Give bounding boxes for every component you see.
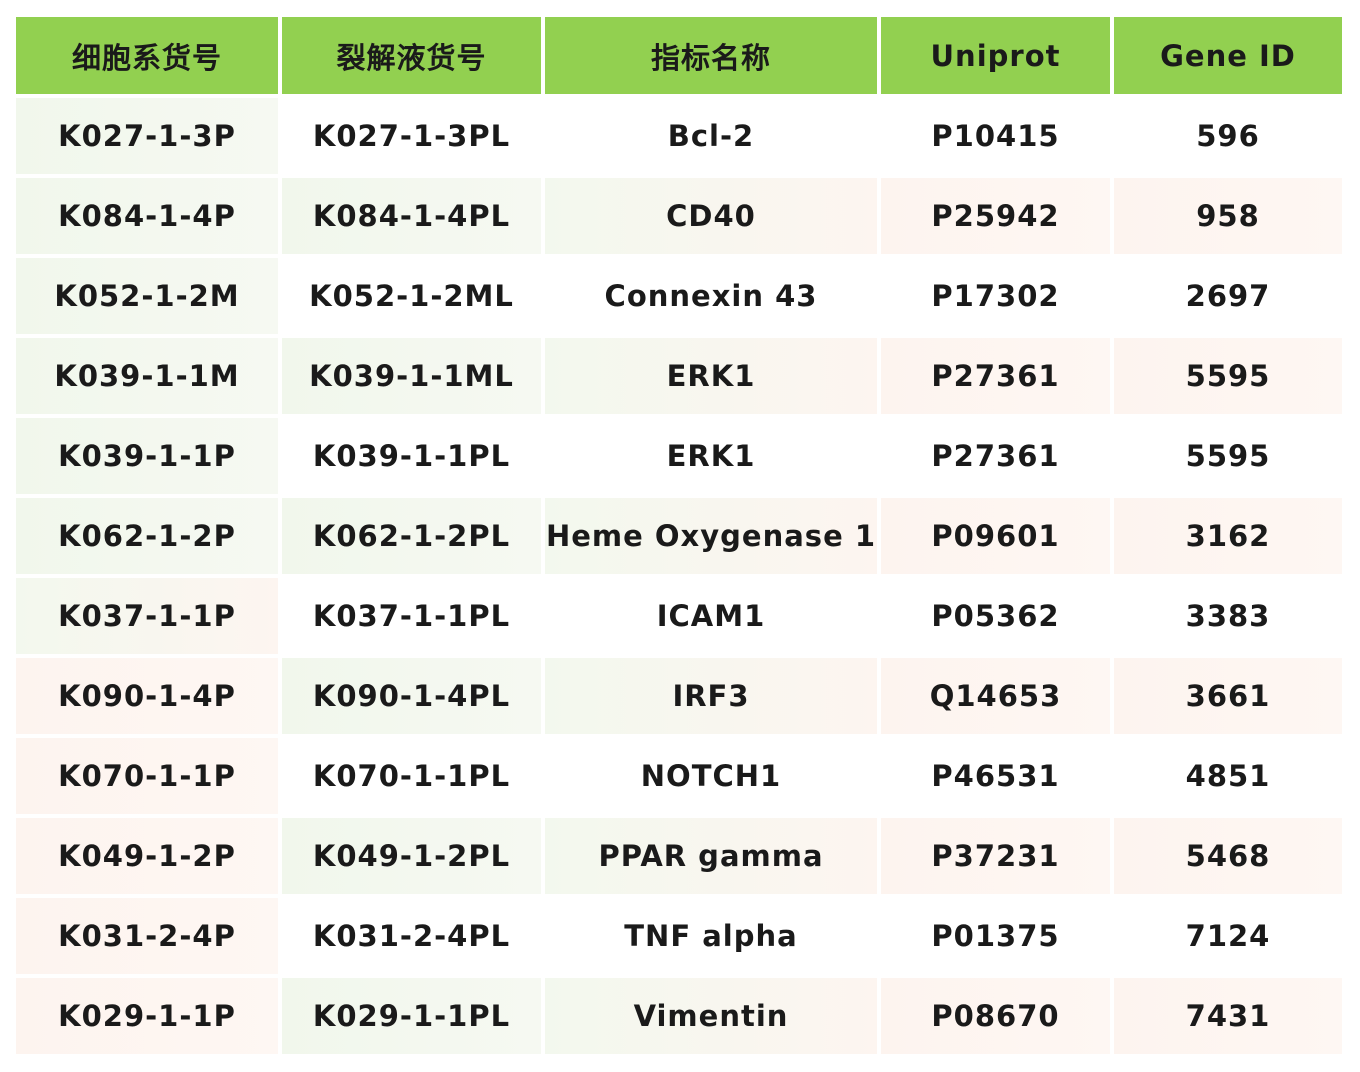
cell-cell-line-id: K084-1-4P xyxy=(16,178,278,254)
cell-uniprot: P25942 xyxy=(881,178,1110,254)
cell-gene-id: 5468 xyxy=(1114,818,1342,894)
cell-gene-id: 5595 xyxy=(1114,418,1342,494)
product-table: 细胞系货号 裂解液货号 指标名称 Uniprot Gene ID K027-1-… xyxy=(16,17,1342,1054)
cell-lysate-id: K052-1-2ML xyxy=(282,258,541,334)
cell-target-name: NOTCH1 xyxy=(545,738,877,814)
cell-target-name: PPAR gamma xyxy=(545,818,877,894)
cell-lysate-id: K027-1-3PL xyxy=(282,98,541,174)
cell-uniprot: P37231 xyxy=(881,818,1110,894)
cell-cell-line-id: K039-1-1M xyxy=(16,338,278,414)
cell-lysate-id: K031-2-4PL xyxy=(282,898,541,974)
cell-cell-line-id: K062-1-2P xyxy=(16,498,278,574)
cell-uniprot: P10415 xyxy=(881,98,1110,174)
header-cell-cell-line-id: 细胞系货号 xyxy=(16,17,278,94)
cell-cell-line-id: K031-2-4P xyxy=(16,898,278,974)
header-cell-target-name: 指标名称 xyxy=(545,17,877,94)
cell-lysate-id: K062-1-2PL xyxy=(282,498,541,574)
cell-gene-id: 596 xyxy=(1114,98,1342,174)
cell-lysate-id: K070-1-1PL xyxy=(282,738,541,814)
cell-uniprot: P27361 xyxy=(881,418,1110,494)
cell-uniprot: P17302 xyxy=(881,258,1110,334)
cell-cell-line-id: K039-1-1P xyxy=(16,418,278,494)
cell-lysate-id: K084-1-4PL xyxy=(282,178,541,254)
cell-cell-line-id: K052-1-2M xyxy=(16,258,278,334)
cell-target-name: Vimentin xyxy=(545,978,877,1054)
cell-target-name: IRF3 xyxy=(545,658,877,734)
cell-gene-id: 7124 xyxy=(1114,898,1342,974)
cell-gene-id: 4851 xyxy=(1114,738,1342,814)
cell-cell-line-id: K029-1-1P xyxy=(16,978,278,1054)
cell-uniprot: Q14653 xyxy=(881,658,1110,734)
cell-gene-id: 7431 xyxy=(1114,978,1342,1054)
cell-cell-line-id: K070-1-1P xyxy=(16,738,278,814)
cell-uniprot: P27361 xyxy=(881,338,1110,414)
cell-target-name: Heme Oxygenase 1 xyxy=(545,498,877,574)
header-cell-lysate-id: 裂解液货号 xyxy=(282,17,541,94)
cell-target-name: ERK1 xyxy=(545,338,877,414)
cell-cell-line-id: K037-1-1P xyxy=(16,578,278,654)
cell-lysate-id: K049-1-2PL xyxy=(282,818,541,894)
cell-uniprot: P05362 xyxy=(881,578,1110,654)
cell-target-name: Bcl-2 xyxy=(545,98,877,174)
cell-uniprot: P08670 xyxy=(881,978,1110,1054)
cell-uniprot: P46531 xyxy=(881,738,1110,814)
cell-target-name: ICAM1 xyxy=(545,578,877,654)
cell-target-name: CD40 xyxy=(545,178,877,254)
cell-uniprot: P01375 xyxy=(881,898,1110,974)
cell-target-name: ERK1 xyxy=(545,418,877,494)
cell-gene-id: 3162 xyxy=(1114,498,1342,574)
header-cell-uniprot: Uniprot xyxy=(881,17,1110,94)
cell-gene-id: 3383 xyxy=(1114,578,1342,654)
cell-cell-line-id: K027-1-3P xyxy=(16,98,278,174)
cell-cell-line-id: K049-1-2P xyxy=(16,818,278,894)
header-cell-gene-id: Gene ID xyxy=(1114,17,1342,94)
cell-gene-id: 958 xyxy=(1114,178,1342,254)
cell-lysate-id: K039-1-1ML xyxy=(282,338,541,414)
cell-gene-id: 2697 xyxy=(1114,258,1342,334)
cell-target-name: Connexin 43 xyxy=(545,258,877,334)
cell-uniprot: P09601 xyxy=(881,498,1110,574)
cell-lysate-id: K037-1-1PL xyxy=(282,578,541,654)
cell-lysate-id: K090-1-4PL xyxy=(282,658,541,734)
cell-gene-id: 5595 xyxy=(1114,338,1342,414)
cell-lysate-id: K029-1-1PL xyxy=(282,978,541,1054)
cell-lysate-id: K039-1-1PL xyxy=(282,418,541,494)
cell-cell-line-id: K090-1-4P xyxy=(16,658,278,734)
cell-target-name: TNF alpha xyxy=(545,898,877,974)
cell-gene-id: 3661 xyxy=(1114,658,1342,734)
